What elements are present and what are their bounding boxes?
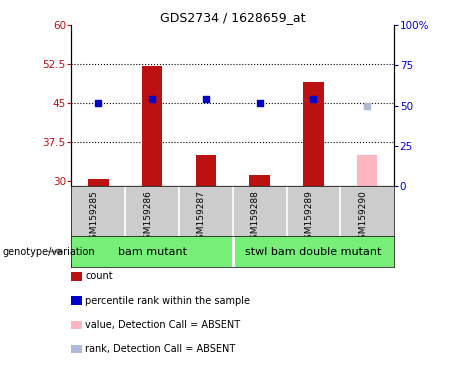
Text: genotype/variation: genotype/variation: [2, 247, 95, 257]
Bar: [357, 155, 378, 186]
Text: stwl bam double mutant: stwl bam double mutant: [245, 247, 382, 257]
Point: [310, 96, 317, 103]
Bar: [303, 82, 324, 186]
Bar: [88, 179, 109, 186]
Bar: [142, 66, 162, 186]
Point: [95, 100, 102, 106]
Text: count: count: [85, 271, 113, 281]
Point: [148, 96, 156, 103]
Text: GSM159285: GSM159285: [89, 190, 98, 245]
Text: value, Detection Call = ABSENT: value, Detection Call = ABSENT: [85, 320, 240, 330]
Text: bam mutant: bam mutant: [118, 247, 187, 257]
Bar: [195, 155, 216, 186]
Point: [256, 100, 263, 106]
Point: [364, 103, 371, 109]
Title: GDS2734 / 1628659_at: GDS2734 / 1628659_at: [160, 11, 306, 24]
Point: [202, 96, 210, 103]
Text: GSM159287: GSM159287: [197, 190, 206, 245]
Text: GSM159286: GSM159286: [143, 190, 152, 245]
Text: GSM159289: GSM159289: [304, 190, 313, 245]
Text: rank, Detection Call = ABSENT: rank, Detection Call = ABSENT: [85, 344, 236, 354]
Text: GSM159290: GSM159290: [358, 190, 367, 245]
Text: percentile rank within the sample: percentile rank within the sample: [85, 296, 250, 306]
Text: GSM159288: GSM159288: [251, 190, 260, 245]
Bar: [249, 175, 270, 186]
